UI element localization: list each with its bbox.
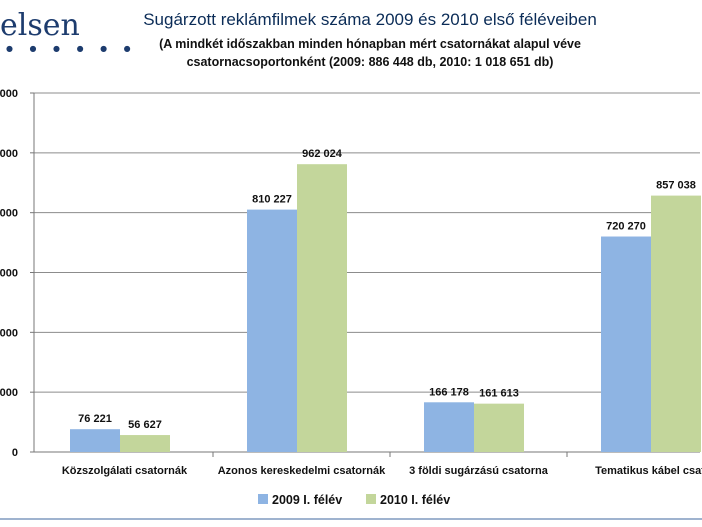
bar-2-2: [474, 403, 524, 452]
legend-swatch-2: [366, 494, 376, 504]
data-label-2-3: 857 038: [656, 180, 696, 192]
bar-1-0: [70, 429, 120, 452]
y-tick-label-1: 000: [0, 387, 18, 399]
category-label-1: Azonos kereskedelmi csatornák: [218, 465, 386, 477]
data-label-1-3: 720 270: [606, 221, 646, 233]
chart-subtitle-line-2: csatornacsoportonként (2009: 886 448 db,…: [186, 55, 554, 69]
data-label-2-2: 161 613: [479, 388, 519, 400]
logo-dots: ● ● ● ● ● ●: [6, 44, 138, 53]
y-tick-label-6: 000: [0, 88, 18, 100]
data-label-2-0: 56 627: [128, 419, 162, 431]
y-tick-label-0: 0: [12, 447, 18, 459]
y-tick-label-2: 000: [0, 327, 18, 339]
bar-2-3: [651, 195, 701, 453]
y-tick-label-5: 000: [0, 148, 18, 160]
legend-swatch-1: [258, 494, 268, 504]
legend-label-2: 2010 I. félév: [380, 493, 450, 507]
legend-label-1: 2009 I. félév: [272, 493, 342, 507]
chart-title: Sugárzott reklámfilmek száma 2009 és 201…: [143, 10, 597, 29]
chart-subtitle-line-1: (A mindkét időszakban minden hónapban mé…: [159, 37, 581, 51]
y-tick-label-3: 000: [0, 268, 18, 280]
bar-1-3: [601, 236, 651, 452]
category-label-3: Tematikus kábel csator: [595, 465, 702, 477]
data-label-2-1: 962 024: [302, 148, 343, 160]
bar-2-1: [297, 164, 347, 452]
data-label-1-1: 810 227: [252, 194, 292, 206]
footer-divider: [0, 518, 702, 520]
nielsen-logo: elsen: [0, 8, 80, 43]
data-label-1-2: 166 178: [429, 386, 469, 398]
y-tick-label-4: 000: [0, 208, 18, 220]
data-label-1-0: 76 221: [78, 413, 112, 425]
bar-2-0: [120, 435, 170, 452]
category-label-0: Közszolgálati csatornák: [62, 465, 188, 477]
bar-1-1: [247, 209, 297, 452]
bar-1-2: [424, 402, 474, 452]
category-label-2: 3 földi sugárzású csatorna: [409, 465, 549, 477]
